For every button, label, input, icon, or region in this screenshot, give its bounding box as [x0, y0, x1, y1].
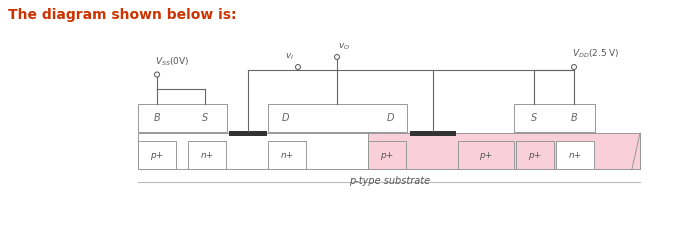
Bar — [138, 104, 227, 132]
Text: $v_I$: $v_I$ — [285, 51, 294, 61]
Bar — [410, 131, 456, 136]
Text: The diagram shown below is:: The diagram shown below is: — [8, 8, 236, 22]
Bar — [556, 141, 594, 169]
Text: $V_{DD}$(2.5 V): $V_{DD}$(2.5 V) — [572, 47, 620, 60]
Text: S: S — [202, 113, 208, 123]
Text: D: D — [386, 113, 394, 123]
Text: S: S — [531, 113, 537, 123]
Text: B: B — [154, 113, 160, 123]
Text: n+: n+ — [568, 150, 582, 160]
Text: p+: p+ — [528, 150, 541, 160]
Bar — [229, 131, 267, 136]
Bar — [268, 141, 306, 169]
Bar — [268, 104, 407, 132]
Text: $v_O$: $v_O$ — [338, 42, 350, 53]
Bar — [516, 141, 554, 169]
Text: n+: n+ — [201, 150, 214, 160]
Text: p+: p+ — [381, 150, 394, 160]
Bar — [460, 147, 512, 165]
Text: p-type substrate: p-type substrate — [350, 176, 431, 186]
Bar — [368, 133, 640, 169]
Text: n+: n+ — [280, 150, 293, 160]
Bar — [458, 141, 514, 169]
Bar — [514, 104, 595, 132]
Bar — [368, 141, 406, 169]
Text: D: D — [281, 113, 289, 123]
Bar — [138, 141, 176, 169]
Text: $V_{SS}$(0V): $V_{SS}$(0V) — [155, 55, 190, 67]
Bar — [138, 133, 640, 169]
Text: B: B — [571, 113, 577, 123]
Text: p+: p+ — [150, 150, 164, 160]
Bar — [188, 141, 226, 169]
Text: p+: p+ — [480, 150, 493, 160]
